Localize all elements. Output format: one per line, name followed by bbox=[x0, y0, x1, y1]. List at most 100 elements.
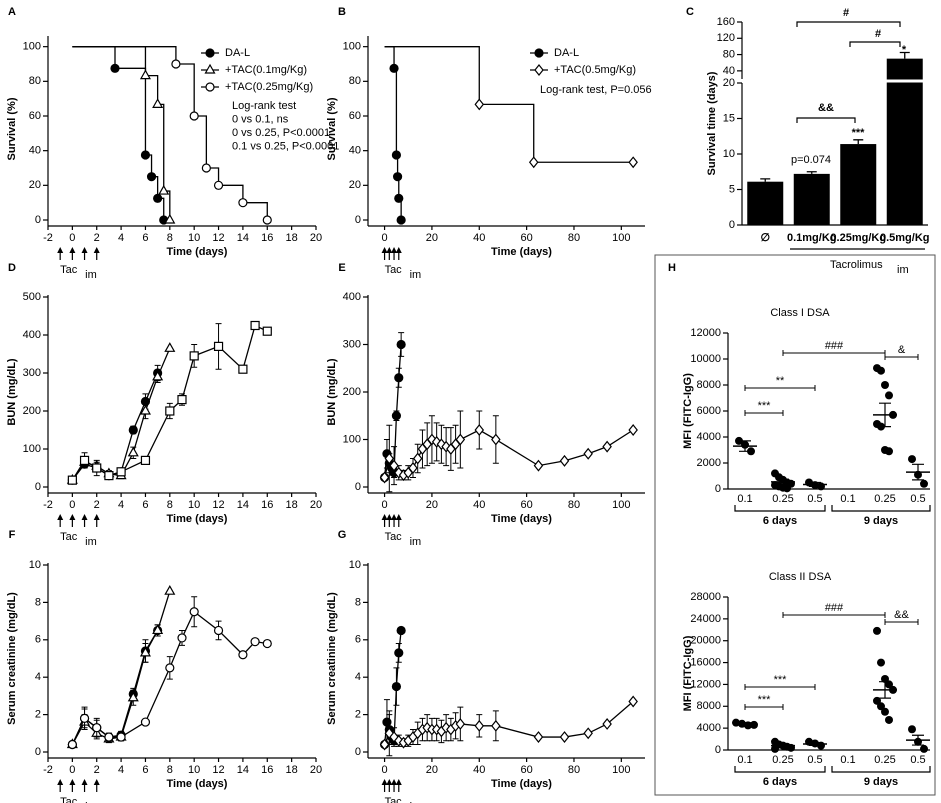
bar bbox=[747, 181, 784, 225]
y-tick-label: 80 bbox=[349, 75, 361, 87]
x-tick-label: 20 bbox=[310, 764, 322, 776]
marker bbox=[152, 98, 164, 108]
x-tick-label: 20 bbox=[426, 764, 438, 776]
data-point bbox=[885, 680, 893, 689]
x-tick-label: 0.25 bbox=[874, 493, 895, 505]
x-tick-label: -2 bbox=[43, 764, 53, 776]
annotation: # bbox=[843, 7, 849, 19]
y-tick-label: 100 bbox=[343, 433, 361, 445]
annotation: && bbox=[894, 609, 909, 621]
y-tick-label: 10 bbox=[349, 559, 361, 571]
error-bar bbox=[809, 481, 821, 487]
y-tick-label: 300 bbox=[343, 338, 361, 350]
dose-arrowhead bbox=[386, 247, 393, 253]
data-point bbox=[920, 744, 928, 753]
dose-arrowhead bbox=[93, 779, 100, 785]
x-tick-label: 2 bbox=[94, 764, 100, 776]
marker bbox=[201, 163, 211, 173]
marker bbox=[177, 633, 187, 643]
annotation: & bbox=[898, 344, 906, 356]
x-tick-label: 60 bbox=[520, 764, 532, 776]
x-tick-label: 12 bbox=[212, 499, 224, 511]
legend-marker bbox=[534, 48, 544, 58]
annotation: *** bbox=[758, 694, 772, 706]
marker bbox=[491, 433, 501, 446]
marker bbox=[250, 320, 260, 331]
y-tick-label: 10 bbox=[29, 559, 41, 571]
marker bbox=[110, 63, 120, 73]
dose-arrowhead bbox=[391, 514, 398, 520]
x-tick-label: 80 bbox=[568, 232, 580, 244]
legend-marker bbox=[204, 63, 216, 74]
dose-arrowhead bbox=[69, 779, 76, 785]
marker bbox=[92, 463, 102, 473]
bracket bbox=[849, 41, 901, 47]
series-line bbox=[72, 46, 171, 220]
x-tick-label: 6 bbox=[142, 232, 148, 244]
x-tick-label: 40 bbox=[473, 764, 485, 776]
legend-marker bbox=[205, 82, 215, 92]
y-axis-label: Serum creatinine (mg/dL) bbox=[326, 592, 338, 725]
bracket bbox=[884, 354, 919, 360]
marker bbox=[165, 406, 175, 416]
marker bbox=[67, 739, 77, 750]
bar bbox=[793, 173, 830, 225]
marker bbox=[262, 215, 272, 225]
panel-letter: F bbox=[9, 529, 16, 541]
y-tick-label: 20 bbox=[723, 77, 735, 89]
dose-arrowhead bbox=[381, 247, 388, 253]
x-tick-label: 0.5 bbox=[910, 493, 925, 505]
x-tick-label: 0.25 bbox=[874, 754, 895, 766]
y-tick-label: 8 bbox=[355, 596, 361, 608]
marker bbox=[391, 411, 402, 421]
marker bbox=[389, 63, 399, 73]
y-tick-label: 0 bbox=[35, 481, 41, 493]
marker bbox=[602, 717, 612, 730]
marker bbox=[628, 424, 638, 436]
y-tick-label: 4 bbox=[35, 671, 41, 683]
y-tick-label: 40 bbox=[349, 145, 361, 157]
marker bbox=[394, 193, 404, 203]
x-tick-label: 0.5mg/Kg bbox=[880, 232, 930, 244]
y-tick-label: 20 bbox=[349, 179, 361, 191]
data-point bbox=[885, 391, 893, 400]
marker bbox=[394, 648, 404, 658]
dose-label: Tac bbox=[60, 796, 78, 803]
annotation: p=0.074 bbox=[791, 154, 831, 166]
dose-arrowhead bbox=[81, 779, 88, 785]
x-tick-label: 12 bbox=[212, 764, 224, 776]
dose-subscript: im bbox=[410, 269, 422, 281]
x-axis-label: Time (days) bbox=[491, 778, 552, 790]
legend-marker bbox=[534, 64, 544, 76]
marker bbox=[583, 727, 593, 740]
dose-subscript: im bbox=[85, 536, 97, 548]
y-tick-label: 0 bbox=[35, 746, 41, 758]
y-tick-label: 4000 bbox=[697, 431, 721, 443]
dose-arrowhead bbox=[69, 514, 76, 520]
annotation: 0 vs 0.25, P<0.0001 bbox=[232, 127, 330, 139]
marker bbox=[474, 424, 485, 436]
y-tick-label: 0 bbox=[355, 746, 361, 758]
data-point bbox=[881, 674, 889, 683]
series-line bbox=[383, 701, 634, 745]
x-tick-label: 10 bbox=[188, 232, 200, 244]
y-tick-label: 6 bbox=[355, 634, 361, 646]
y-tick-label: 4000 bbox=[697, 722, 721, 734]
x-tick-label: 0.25 bbox=[772, 754, 793, 766]
marker bbox=[164, 213, 176, 224]
bracket bbox=[782, 612, 886, 618]
marker bbox=[474, 98, 485, 111]
marker bbox=[139, 404, 151, 415]
panel-letter: D bbox=[8, 262, 16, 274]
bracket bbox=[796, 117, 856, 123]
x-axis-label: Time (days) bbox=[491, 246, 552, 258]
y-tick-label: 2 bbox=[35, 709, 41, 721]
marker bbox=[104, 732, 114, 742]
annotation: *** bbox=[852, 127, 866, 139]
marker bbox=[559, 731, 570, 744]
y-tick-label: 20 bbox=[29, 179, 41, 191]
y-tick-label: 0 bbox=[355, 481, 361, 493]
x-tick-label: 10 bbox=[188, 764, 200, 776]
marker bbox=[213, 625, 224, 636]
marker bbox=[528, 156, 539, 169]
